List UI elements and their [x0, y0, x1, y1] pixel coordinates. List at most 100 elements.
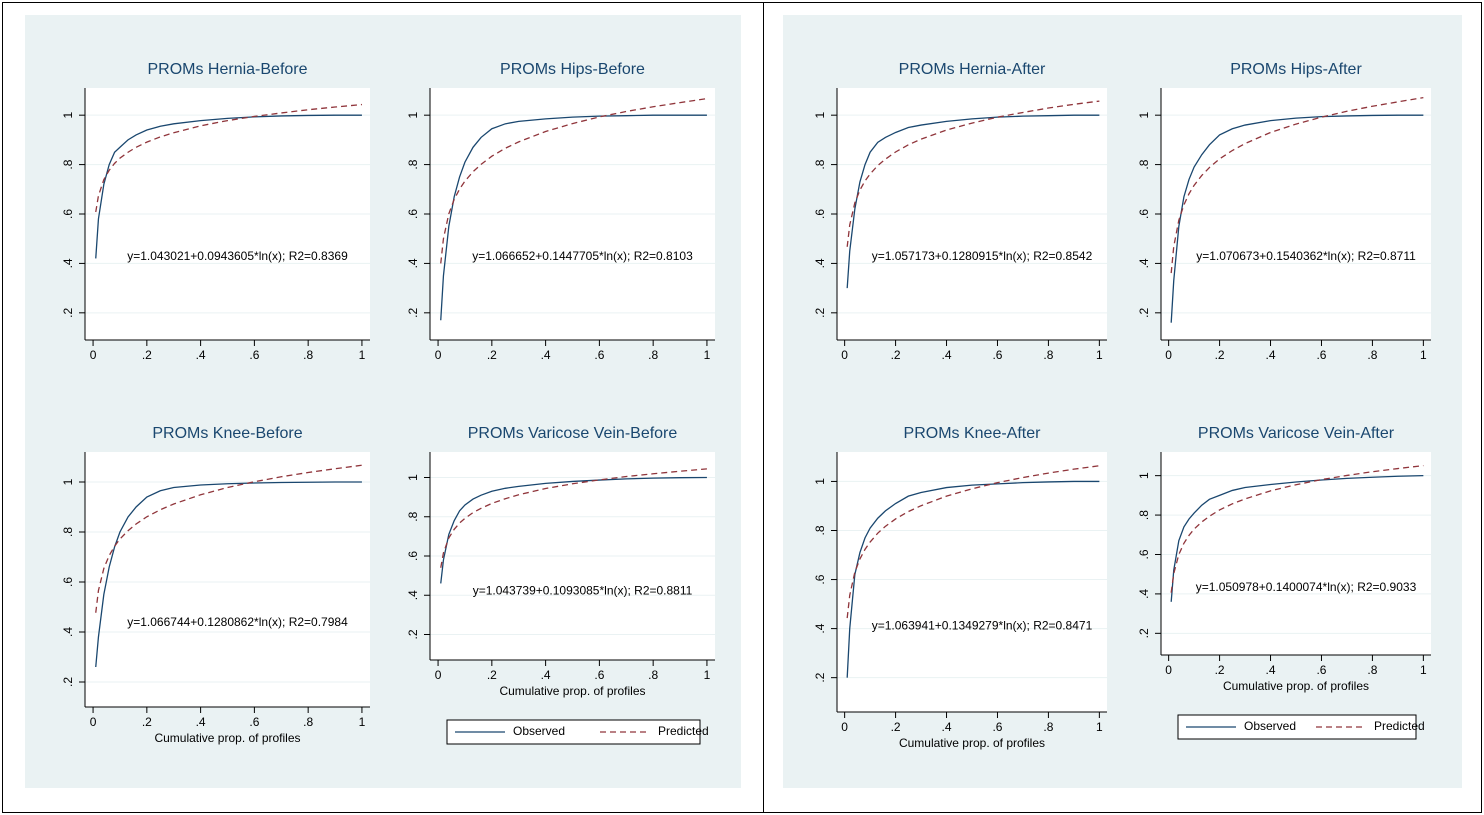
- x-tick-label: .4: [1266, 348, 1276, 362]
- series-line: [95, 103, 362, 213]
- x-tick-label: .8: [1043, 348, 1053, 362]
- y-tick-label: .8: [1137, 159, 1151, 169]
- y-tick-label: 1: [406, 112, 420, 119]
- equation-annotation: y=1.043739+0.1093085*ln(x); R2=0.8811: [473, 584, 693, 598]
- x-axis-label: Cumulative prop. of profiles: [499, 684, 645, 698]
- legend-label: Predicted: [658, 724, 709, 738]
- chart-title: PROMs Knee-Before: [152, 425, 302, 442]
- x-tick-label: .4: [541, 668, 551, 682]
- x-tick-label: .4: [942, 348, 952, 362]
- x-tick-label: .4: [196, 715, 206, 729]
- x-tick-label: .8: [1367, 348, 1377, 362]
- y-tick-label: .6: [61, 577, 75, 587]
- plot-area: [837, 452, 1107, 712]
- x-tick-label: .6: [249, 348, 259, 362]
- y-tick-label: .8: [813, 159, 827, 169]
- equation-annotation: y=1.057173+0.1280915*ln(x); R2=0.8542: [872, 249, 1093, 263]
- x-tick-label: .4: [541, 348, 551, 362]
- series-line: [95, 114, 362, 259]
- x-tick-label: .8: [303, 348, 313, 362]
- x-tick-label: 0: [90, 715, 97, 729]
- x-tick-label: 1: [359, 348, 366, 362]
- x-tick-label: .2: [1215, 663, 1225, 677]
- y-tick-label: .4: [1137, 258, 1151, 268]
- x-tick-label: .8: [1367, 663, 1377, 677]
- x-tick-label: .4: [1266, 663, 1276, 677]
- x-tick-label: 0: [1165, 348, 1172, 362]
- legend-label: Observed: [513, 724, 565, 738]
- y-tick-label: .6: [1137, 209, 1151, 219]
- x-tick-label: .6: [1316, 348, 1326, 362]
- y-tick-label: .6: [406, 209, 420, 219]
- y-tick-label: .2: [406, 307, 420, 317]
- y-tick-label: 1: [813, 112, 827, 119]
- x-tick-label: .2: [891, 720, 901, 734]
- legend-label: Predicted: [1374, 719, 1425, 733]
- y-tick-label: .6: [813, 574, 827, 584]
- y-tick-label: .8: [406, 511, 420, 521]
- y-tick-label: .8: [406, 159, 420, 169]
- series-line: [440, 97, 708, 264]
- y-tick-label: 1: [813, 478, 827, 485]
- y-tick-label: 1: [1137, 472, 1151, 479]
- chart-title: PROMs Hips-After: [1230, 61, 1362, 78]
- legend-label: Observed: [1244, 719, 1296, 733]
- x-tick-label: .6: [992, 720, 1002, 734]
- x-tick-label: 1: [1096, 348, 1103, 362]
- x-tick-label: 0: [1165, 663, 1172, 677]
- chart-title: PROMs Hernia-Before: [147, 61, 307, 78]
- y-tick-label: .2: [1137, 628, 1151, 638]
- x-tick-label: .6: [594, 668, 604, 682]
- y-tick-label: .6: [406, 551, 420, 561]
- y-tick-label: .8: [61, 159, 75, 169]
- x-tick-label: .2: [142, 715, 152, 729]
- chart-title: PROMs Hernia-After: [899, 61, 1046, 78]
- x-tick-label: 0: [90, 348, 97, 362]
- y-tick-label: .4: [813, 258, 827, 268]
- x-tick-label: 1: [1420, 348, 1427, 362]
- equation-annotation: y=1.066744+0.1280862*ln(x); R2=0.7984: [127, 615, 348, 629]
- y-tick-label: .4: [61, 258, 75, 268]
- x-axis-label: Cumulative prop. of profiles: [1223, 679, 1369, 693]
- series-line: [846, 465, 1100, 619]
- x-tick-label: 0: [841, 720, 848, 734]
- x-tick-label: 0: [841, 348, 848, 362]
- y-tick-label: .4: [1137, 589, 1151, 599]
- series-line: [846, 114, 1100, 289]
- y-tick-label: 1: [406, 474, 420, 481]
- y-tick-label: .6: [1137, 549, 1151, 559]
- chart-title: PROMs Hips-Before: [500, 61, 645, 78]
- x-tick-label: .8: [648, 348, 658, 362]
- x-tick-label: 1: [1420, 663, 1427, 677]
- x-tick-label: .2: [487, 668, 497, 682]
- equation-annotation: y=1.043021+0.0943605*ln(x); R2=0.8369: [127, 249, 348, 263]
- x-tick-label: .6: [992, 348, 1002, 362]
- series-line: [440, 468, 707, 568]
- series-line: [95, 481, 362, 668]
- chart-title: PROMs Knee-After: [904, 425, 1042, 442]
- equation-annotation: y=1.066652+0.1447705*ln(x); R2=0.8103: [472, 249, 693, 263]
- chart-title: PROMs Varicose Vein-After: [1198, 425, 1395, 442]
- x-tick-label: .2: [142, 348, 152, 362]
- x-axis-label: Cumulative prop. of profiles: [899, 736, 1045, 750]
- x-tick-label: .2: [891, 348, 901, 362]
- y-tick-label: .2: [61, 677, 75, 687]
- x-tick-label: 0: [435, 348, 442, 362]
- series-line: [95, 464, 363, 613]
- y-tick-label: .4: [406, 258, 420, 268]
- y-tick-label: .8: [1137, 510, 1151, 520]
- series-line: [846, 480, 1100, 678]
- y-tick-label: 1: [61, 478, 75, 485]
- y-tick-label: 1: [1137, 112, 1151, 119]
- y-tick-label: .6: [61, 209, 75, 219]
- x-tick-label: .2: [487, 348, 497, 362]
- y-tick-label: .4: [813, 623, 827, 633]
- y-tick-label: .8: [61, 527, 75, 537]
- x-tick-label: .4: [942, 720, 952, 734]
- x-tick-label: .6: [1316, 663, 1326, 677]
- equation-annotation: y=1.070673+0.1540362*ln(x); R2=0.8711: [1196, 249, 1416, 263]
- chart-title: PROMs Varicose Vein-Before: [468, 425, 678, 442]
- x-tick-label: 1: [1096, 720, 1103, 734]
- x-tick-label: .8: [303, 715, 313, 729]
